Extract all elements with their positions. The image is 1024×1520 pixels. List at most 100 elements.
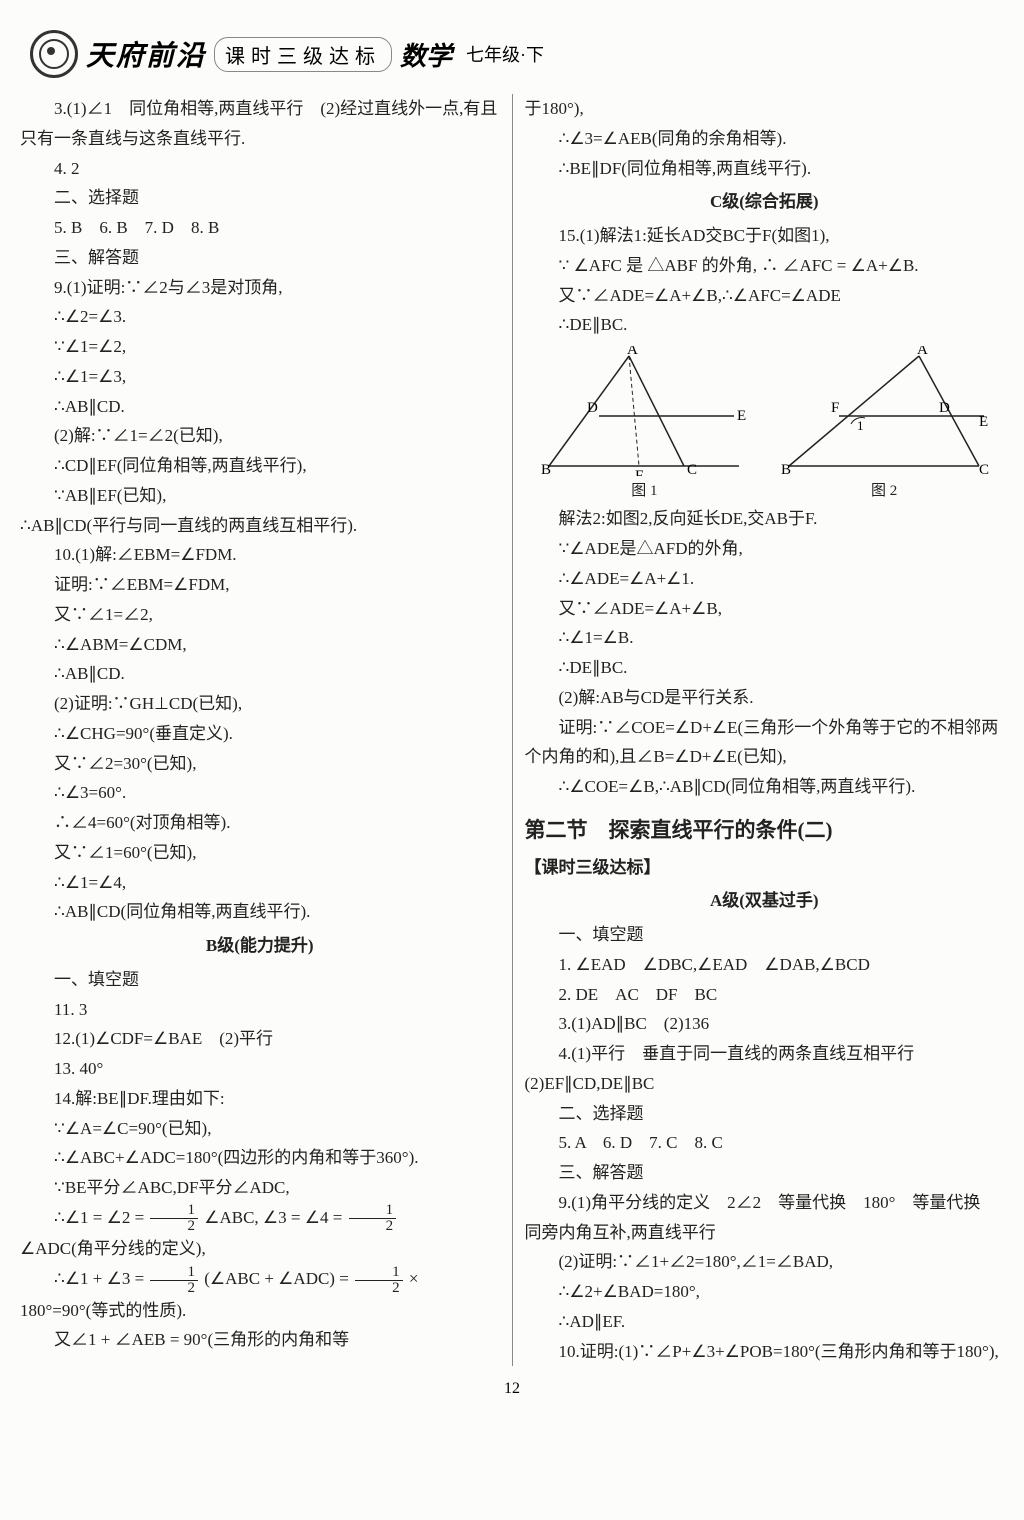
- page: 天府前沿 课时三级达标 数学 七年级·下 3.(1)∠1 同位角相等,两直线平行…: [0, 0, 1024, 1520]
- fraction-half-1: 12: [150, 1203, 198, 1234]
- figure-captions: 图 1 图 2: [525, 478, 1005, 504]
- p9d: ∴∠1=∠3,: [20, 362, 500, 392]
- p14g-pre: ∴∠1 + ∠3 =: [54, 1269, 148, 1288]
- p10j: ∴∠4=60°(对顶角相等).: [20, 808, 500, 838]
- section-choice-a: 二、选择题: [525, 1099, 1005, 1129]
- p10g: ∴∠CHG=90°(垂直定义).: [20, 719, 500, 749]
- fraction-half-2: 12: [349, 1203, 397, 1234]
- figures-row: A B C D E F A B C D E F: [525, 346, 1005, 476]
- p14c: ∴∠ABC+∠ADC=180°(四边形的内角和等于360°).: [20, 1143, 500, 1173]
- svg-text:C: C: [687, 462, 697, 476]
- p14a: 14.解:BE∥DF.理由如下:: [20, 1084, 500, 1114]
- svg-text:1: 1: [857, 418, 864, 433]
- fig2-label: 图 2: [871, 478, 897, 504]
- p15i: ∴∠1=∠B.: [525, 623, 1005, 653]
- p10i: ∴∠3=60°.: [20, 778, 500, 808]
- section-solve-a: 三、解答题: [525, 1158, 1005, 1188]
- p15e: 解法2:如图2,反向延长DE,交AB于F.: [525, 504, 1005, 534]
- subtitle: 课时三级达标: [214, 37, 392, 72]
- a4: 4.(1)平行 垂直于同一直线的两条直线互相平行 (2)EF∥CD,DE∥BC: [525, 1039, 1005, 1099]
- svg-text:C: C: [979, 462, 989, 476]
- p9a: 9.(1)证明:∵∠2与∠3是对顶角,: [20, 273, 500, 303]
- a9d: ∴AD∥EF.: [525, 1307, 1005, 1337]
- p10a: 10.(1)解:∠EBM=∠FDM.: [20, 540, 500, 570]
- p14g: ∴∠1 + ∠3 = 12 (∠ABC + ∠ADC) = 12 ×: [20, 1264, 500, 1296]
- p9e: ∴AB∥CD.: [20, 392, 500, 422]
- p9i: ∴AB∥CD(平行与同一直线的两直线互相平行).: [20, 511, 500, 541]
- p14e: ∴∠1 = ∠2 = 12 ∠ABC, ∠3 = ∠4 = 12: [20, 1203, 500, 1235]
- level-c-title: C级(综合拓展): [525, 187, 1005, 217]
- p14e-pre: ∴∠1 = ∠2 =: [54, 1208, 148, 1227]
- fraction-half-4: 12: [355, 1265, 403, 1296]
- p14g-post: ×: [409, 1269, 419, 1288]
- p15c: 又∵∠ADE=∠A+∠B,∴∠AFC=∠ADE: [525, 281, 1005, 311]
- svg-text:B: B: [781, 462, 791, 476]
- fill-blank-a: 一、填空题: [525, 920, 1005, 950]
- section-2-title: 第二节 探索直线平行的条件(二): [525, 812, 1005, 849]
- answer-3: 3.(1)∠1 同位角相等,两直线平行 (2)经过直线外一点,有且只有一条直线与…: [20, 94, 500, 154]
- p15k: (2)解:AB与CD是平行关系.: [525, 683, 1005, 713]
- two-column-layout: 3.(1)∠1 同位角相等,两直线平行 (2)经过直线外一点,有且只有一条直线与…: [20, 94, 1004, 1366]
- fill-blank-b: 一、填空题: [20, 965, 500, 995]
- svg-text:D: D: [939, 400, 950, 416]
- p9b: ∴∠2=∠3.: [20, 302, 500, 332]
- p9f: (2)解:∵∠1=∠2(已知),: [20, 421, 500, 451]
- p13: 13. 40°: [20, 1054, 500, 1084]
- figure-2: A B C D E F 1: [779, 346, 989, 476]
- target-logo-icon: [30, 30, 78, 78]
- p14d: ∵BE平分∠ABC,DF平分∠ADC,: [20, 1173, 500, 1203]
- fraction-half-3: 12: [150, 1265, 198, 1296]
- page-header: 天府前沿 课时三级达标 数学 七年级·下: [20, 30, 1004, 78]
- p15m: ∴∠COE=∠B,∴AB∥CD(同位角相等,两直线平行).: [525, 772, 1005, 802]
- bracket-title: 【课时三级达标】: [525, 853, 1005, 883]
- fig1-label: 图 1: [631, 478, 657, 504]
- p10f: (2)证明:∵GH⊥CD(已知),: [20, 689, 500, 719]
- a9b: (2)证明:∵∠1+∠2=180°,∠1=∠BAD,: [525, 1247, 1005, 1277]
- a9c: ∴∠2+∠BAD=180°,: [525, 1277, 1005, 1307]
- page-number: 12: [20, 1380, 1004, 1398]
- svg-text:D: D: [587, 400, 598, 416]
- a9a: 9.(1)角平分线的定义 2∠2 等量代换 180° 等量代换 同旁内角互补,两…: [525, 1188, 1005, 1248]
- p15j: ∴DE∥BC.: [525, 653, 1005, 683]
- svg-text:A: A: [627, 346, 638, 358]
- level-b-title: B级(能力提升): [20, 931, 500, 961]
- a2: 2. DE AC DF BC: [525, 980, 1005, 1010]
- p14e-mid: ∠ABC, ∠3 = ∠4 =: [204, 1208, 346, 1227]
- p10b: 证明:∵∠EBM=∠FDM,: [20, 570, 500, 600]
- svg-text:B: B: [541, 462, 551, 476]
- p10k: 又∵∠1=60°(已知),: [20, 838, 500, 868]
- p10h: 又∵∠2=30°(已知),: [20, 749, 500, 779]
- p10e: ∴AB∥CD.: [20, 659, 500, 689]
- p14h: 180°=90°(等式的性质).: [20, 1296, 500, 1326]
- answers-5-8: 5. B 6. B 7. D 8. B: [20, 213, 500, 243]
- p10m: ∴AB∥CD(同位角相等,两直线平行).: [20, 897, 500, 927]
- section-solve: 三、解答题: [20, 243, 500, 273]
- p15f: ∵∠ADE是△AFD的外角,: [525, 534, 1005, 564]
- svg-text:E: E: [737, 408, 746, 424]
- a1: 1. ∠EAD ∠DBC,∠EAD ∠DAB,∠BCD: [525, 950, 1005, 980]
- r2: ∴∠3=∠AEB(同角的余角相等).: [525, 124, 1005, 154]
- p15l: 证明:∵∠COE=∠D+∠E(三角形一个外角等于它的不相邻两个内角的和),且∠B…: [525, 713, 1005, 773]
- figure-1: A B C D E F: [539, 346, 749, 476]
- p15a: 15.(1)解法1:延长AD交BC于F(如图1),: [525, 221, 1005, 251]
- right-column: 于180°), ∴∠3=∠AEB(同角的余角相等). ∴BE∥DF(同位角相等,…: [513, 94, 1005, 1366]
- p10d: ∴∠ABM=∠CDM,: [20, 630, 500, 660]
- p10l: ∴∠1=∠4,: [20, 868, 500, 898]
- p15g: ∴∠ADE=∠A+∠1.: [525, 564, 1005, 594]
- book-title: 天府前沿: [86, 34, 206, 74]
- p14g-mid: (∠ABC + ∠ADC) =: [204, 1269, 353, 1288]
- p14i: 又∠1 + ∠AEB = 90°(三角形的内角和等: [20, 1325, 500, 1355]
- p15b: ∵ ∠AFC 是 △ABF 的外角, ∴ ∠AFC = ∠A+∠B.: [525, 251, 1005, 281]
- level-a-title: A级(双基过手): [525, 886, 1005, 916]
- r3: ∴BE∥DF(同位角相等,两直线平行).: [525, 154, 1005, 184]
- p15h: 又∵∠ADE=∠A+∠B,: [525, 594, 1005, 624]
- svg-text:F: F: [635, 468, 643, 476]
- p9c: ∵∠1=∠2,: [20, 332, 500, 362]
- p10c: 又∵∠1=∠2,: [20, 600, 500, 630]
- left-column: 3.(1)∠1 同位角相等,两直线平行 (2)经过直线外一点,有且只有一条直线与…: [20, 94, 513, 1366]
- a3: 3.(1)AD∥BC (2)136: [525, 1009, 1005, 1039]
- svg-text:E: E: [979, 414, 988, 430]
- p14b: ∵∠A=∠C=90°(已知),: [20, 1114, 500, 1144]
- answer-4: 4. 2: [20, 154, 500, 184]
- svg-text:A: A: [917, 346, 928, 358]
